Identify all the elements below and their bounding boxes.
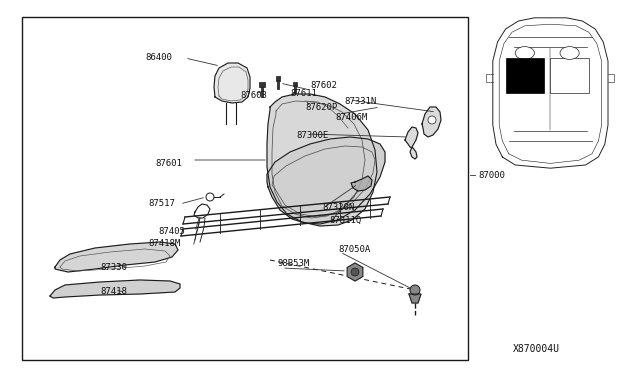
Text: 86400: 86400 <box>145 54 172 62</box>
Text: 87620P: 87620P <box>305 103 337 112</box>
Text: X870004U: X870004U <box>513 344 560 354</box>
Text: 87331N: 87331N <box>344 97 376 106</box>
Polygon shape <box>50 280 180 298</box>
Text: 87517: 87517 <box>148 199 175 208</box>
Text: 87611: 87611 <box>290 90 317 99</box>
Bar <box>276 76 280 81</box>
Bar <box>22 17 468 360</box>
Text: 87405: 87405 <box>158 228 185 237</box>
Polygon shape <box>267 137 385 224</box>
Circle shape <box>206 193 214 201</box>
Text: 87418: 87418 <box>100 288 127 296</box>
Circle shape <box>410 285 420 295</box>
Polygon shape <box>55 242 178 272</box>
Text: 87000: 87000 <box>478 170 505 180</box>
Text: 87418M: 87418M <box>148 240 180 248</box>
Text: 87330: 87330 <box>100 263 127 273</box>
Text: 98B53M: 98B53M <box>277 260 309 269</box>
Text: 87320N: 87320N <box>322 202 355 212</box>
Circle shape <box>351 268 359 276</box>
Ellipse shape <box>515 46 534 60</box>
Polygon shape <box>351 176 372 191</box>
Bar <box>294 85 296 93</box>
Text: 87300E: 87300E <box>296 131 328 141</box>
Polygon shape <box>267 94 377 226</box>
Bar <box>550 58 589 93</box>
Polygon shape <box>405 127 418 159</box>
Polygon shape <box>422 107 441 137</box>
Bar <box>506 58 544 93</box>
Polygon shape <box>214 63 250 103</box>
Text: 87311Q: 87311Q <box>329 215 361 224</box>
Bar <box>259 82 265 87</box>
Text: 87406M: 87406M <box>335 113 367 122</box>
Text: 87602: 87602 <box>310 81 337 90</box>
Polygon shape <box>409 294 421 303</box>
Text: 87050A: 87050A <box>338 246 371 254</box>
Bar <box>260 87 263 97</box>
Circle shape <box>428 116 436 124</box>
Bar <box>277 80 279 89</box>
Ellipse shape <box>560 46 579 60</box>
Text: 87601: 87601 <box>155 158 182 167</box>
Polygon shape <box>348 263 363 281</box>
Text: 87603: 87603 <box>240 92 267 100</box>
Bar <box>292 81 298 86</box>
